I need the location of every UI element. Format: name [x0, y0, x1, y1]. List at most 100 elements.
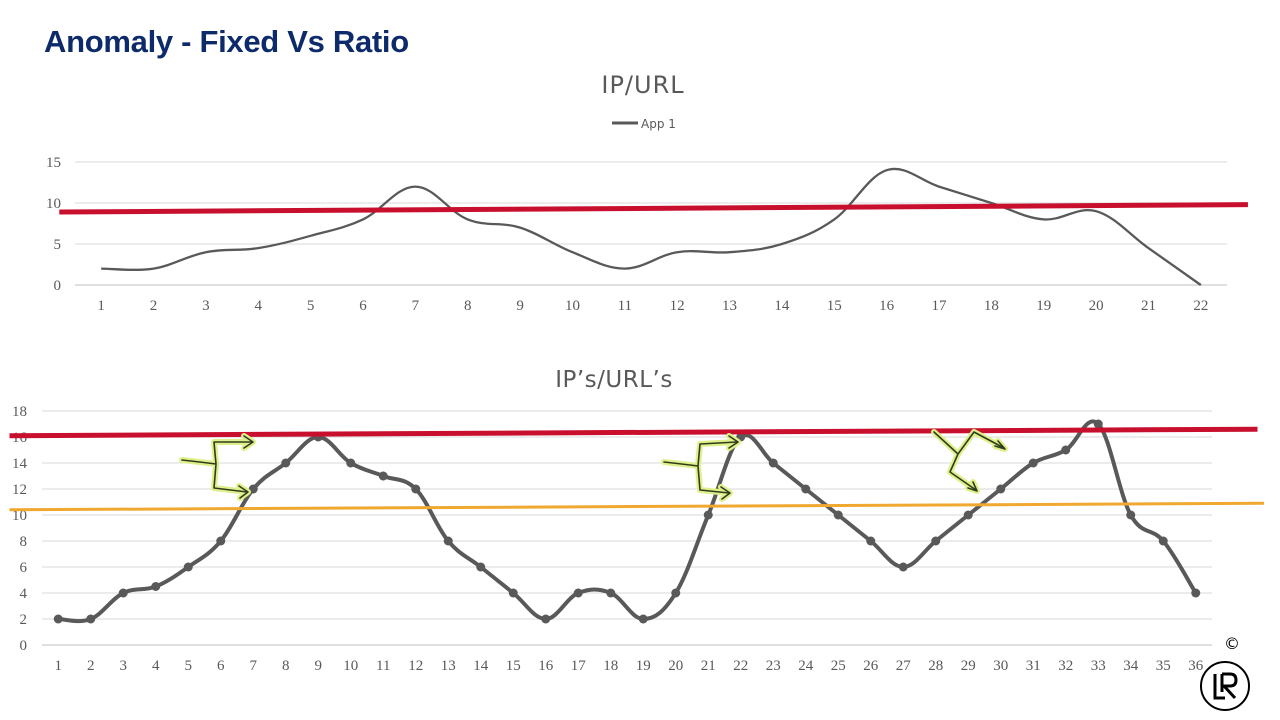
data-point	[183, 562, 193, 572]
y-tick-label: 6	[20, 560, 28, 576]
x-tick-label: 21	[701, 658, 716, 674]
x-tick-label: 36	[1188, 658, 1204, 674]
x-tick-label: 13	[722, 298, 737, 314]
data-point	[606, 588, 616, 598]
x-tick-label: 6	[359, 298, 367, 314]
data-point	[1158, 536, 1168, 546]
x-tick-label: 2	[150, 298, 158, 314]
x-tick-label: 19	[1036, 298, 1051, 314]
y-tick-label: 15	[46, 155, 61, 171]
data-point	[573, 588, 583, 598]
x-tick-label: 30	[993, 658, 1008, 674]
slide-title: Anomaly - Fixed Vs Ratio	[44, 24, 409, 59]
x-tick-label: 28	[928, 658, 943, 674]
x-tick-label: 5	[307, 298, 315, 314]
data-point	[476, 562, 486, 572]
data-point	[1061, 445, 1071, 455]
data-point	[833, 510, 843, 520]
x-tick-label: 11	[618, 298, 632, 314]
x-tick-label: 21	[1141, 298, 1156, 314]
data-point	[768, 458, 778, 468]
x-tick-label: 14	[473, 658, 489, 674]
data-point	[1126, 510, 1136, 520]
x-tick-label: 4	[152, 658, 160, 674]
chart-title: IP’s/URL’s	[555, 367, 673, 393]
y-tick-label: 0	[20, 638, 28, 654]
data-point	[638, 614, 648, 624]
threshold-line-red	[59, 202, 1248, 215]
x-tick-label: 18	[984, 298, 999, 314]
x-tick-label: 22	[733, 658, 748, 674]
data-point	[508, 588, 518, 598]
data-point	[996, 484, 1006, 494]
x-tick-label: 12	[670, 298, 685, 314]
y-tick-label: 8	[20, 534, 28, 550]
x-tick-label: 23	[766, 658, 781, 674]
y-tick-label: 10	[46, 196, 61, 212]
data-point	[248, 484, 258, 494]
data-point	[1191, 588, 1201, 598]
x-tick-label: 16	[538, 658, 554, 674]
x-tick-label: 8	[464, 298, 472, 314]
data-point	[151, 582, 161, 591]
data-point	[866, 536, 876, 546]
series-line	[58, 419, 1198, 624]
data-point	[898, 562, 908, 572]
data-point	[963, 510, 973, 520]
data-point	[346, 458, 356, 468]
x-tick-label: 22	[1193, 298, 1208, 314]
data-point	[53, 614, 63, 624]
y-tick-label: 0	[54, 278, 62, 294]
x-tick-label: 32	[1058, 658, 1073, 674]
x-tick-label: 5	[185, 658, 193, 674]
x-tick-label: 14	[774, 298, 790, 314]
y-tick-label: 4	[20, 586, 28, 602]
x-tick-label: 35	[1156, 658, 1171, 674]
copyright-symbol: ©	[1224, 634, 1240, 653]
data-point	[703, 510, 713, 520]
x-tick-label: 34	[1123, 658, 1139, 674]
y-tick-label: 12	[12, 482, 27, 498]
y-tick-label: 10	[12, 508, 27, 524]
data-point	[931, 536, 941, 546]
threshold-line-red	[9, 426, 1258, 439]
y-tick-label: 14	[12, 456, 28, 472]
series-line-app-1	[101, 167, 1202, 286]
data-point	[216, 536, 226, 546]
x-tick-label: 27	[896, 658, 912, 674]
x-tick-label: 7	[412, 298, 420, 314]
data-point	[443, 536, 453, 546]
chart-title: IP/URL	[601, 71, 684, 99]
annotation-arrow-3	[931, 429, 1008, 494]
x-tick-label: 11	[376, 658, 390, 674]
data-point	[801, 484, 811, 494]
data-point	[281, 458, 291, 468]
x-tick-label: 33	[1091, 658, 1106, 674]
x-tick-label: 16	[879, 298, 895, 314]
x-tick-label: 3	[202, 298, 210, 314]
x-tick-label: 25	[831, 658, 846, 674]
x-tick-label: 3	[120, 658, 128, 674]
x-tick-label: 13	[441, 658, 456, 674]
data-point	[118, 588, 128, 598]
x-tick-label: 18	[603, 658, 618, 674]
x-tick-label: 1	[55, 658, 63, 674]
x-tick-label: 19	[636, 658, 651, 674]
x-tick-label: 12	[408, 658, 423, 674]
x-tick-label: 8	[282, 658, 290, 674]
x-tick-label: 29	[961, 658, 976, 674]
x-tick-label: 1	[97, 298, 105, 314]
x-tick-label: 26	[863, 658, 879, 674]
data-point	[378, 471, 388, 481]
x-tick-label: 10	[343, 658, 358, 674]
company-logo	[1200, 661, 1250, 711]
y-tick-label: 2	[20, 612, 28, 628]
x-tick-label: 24	[798, 658, 814, 674]
data-point	[86, 614, 96, 624]
x-tick-label: 10	[565, 298, 580, 314]
legend-label: App 1	[641, 117, 676, 131]
x-tick-label: 4	[255, 298, 263, 314]
annotation-arrow-1	[179, 433, 256, 501]
data-point	[411, 484, 421, 494]
